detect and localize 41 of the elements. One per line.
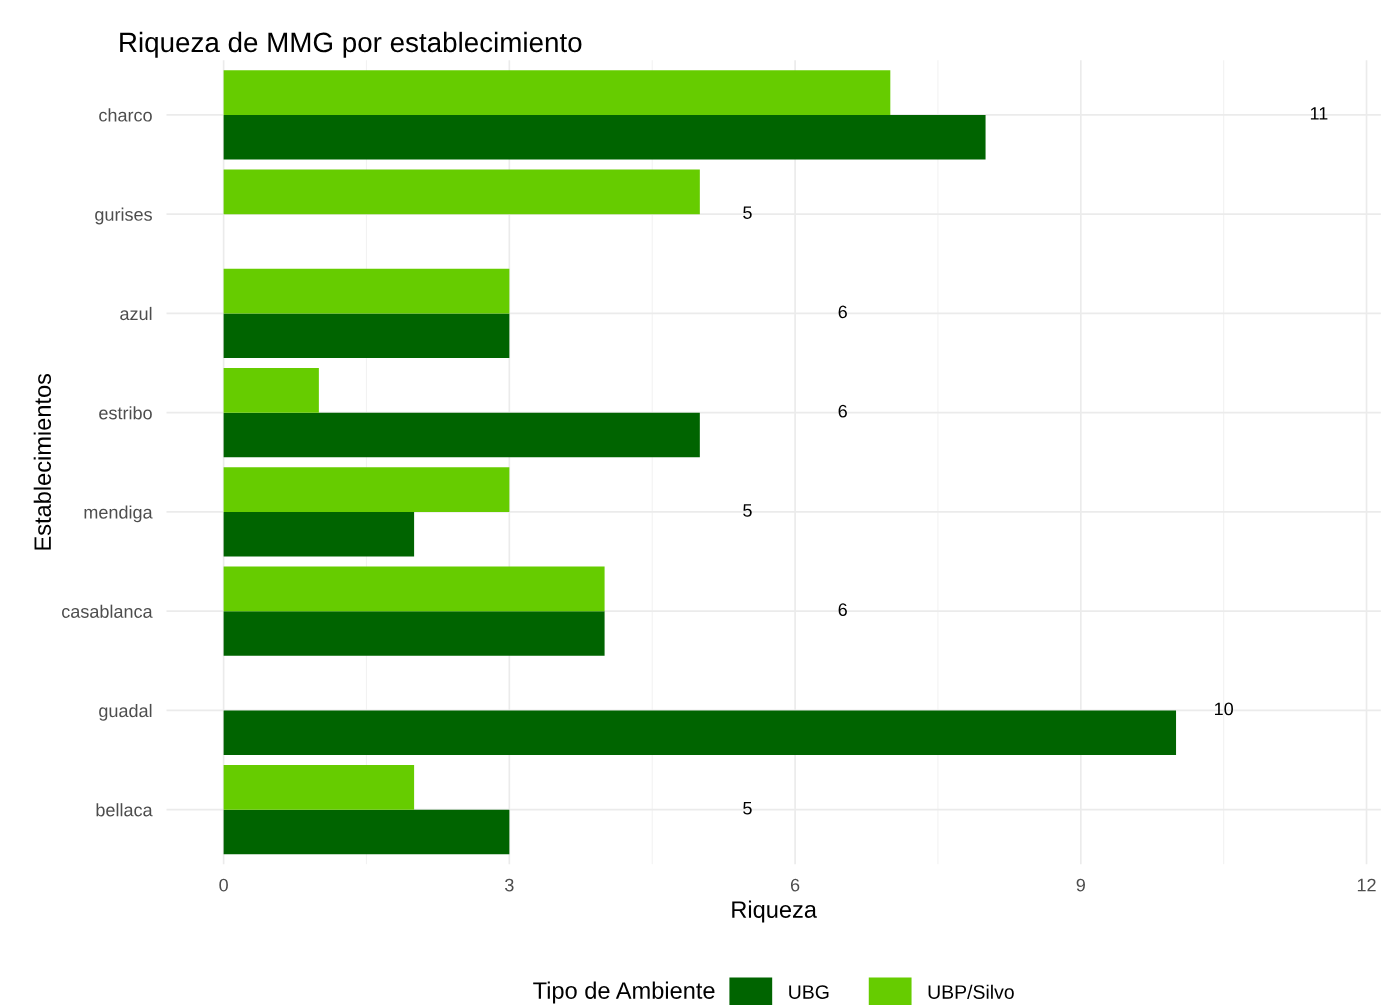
- bar: [223, 566, 605, 612]
- bar: [223, 467, 510, 512]
- bar: [223, 511, 415, 557]
- annotation: 5: [743, 504, 752, 517]
- chart-title: Riqueza de MMG por establecimiento: [120, 31, 582, 58]
- y-tick-label: bellaca: [96, 803, 153, 817]
- annotation: 10: [1215, 702, 1233, 716]
- x-tick-label: 9: [1076, 878, 1085, 892]
- y-tick-label: guadal: [99, 703, 152, 721]
- y-tick-label: casablanca: [62, 604, 153, 618]
- annotation: 6: [838, 603, 847, 617]
- annotation: 6: [838, 404, 847, 418]
- x-tick-label: 6: [790, 878, 800, 892]
- bar: [223, 114, 986, 160]
- y-tick-label: azul: [120, 306, 152, 321]
- bar: [223, 765, 415, 810]
- y-tick-label: gurises: [95, 207, 152, 225]
- annotation: 5: [743, 206, 752, 219]
- annotation: 6: [838, 305, 847, 319]
- x-tick-label: 12: [1357, 878, 1376, 892]
- x-tick-label: 0: [219, 878, 228, 892]
- y-tick-label: mendiga: [84, 505, 153, 523]
- y-tick-label: estribo: [99, 406, 152, 420]
- bar: [223, 169, 700, 215]
- bar: [223, 412, 700, 458]
- bar: [223, 611, 605, 656]
- y-axis-title: Establecimientos: [33, 373, 52, 550]
- bar: [223, 313, 510, 359]
- x-axis-title: Riqueza: [732, 900, 817, 923]
- bar: [223, 809, 510, 855]
- x-tick-label: 3: [505, 878, 514, 892]
- bar: [223, 368, 319, 413]
- annotation: 5: [743, 801, 752, 815]
- bar: [223, 710, 1177, 756]
- annotation: 11: [1310, 107, 1328, 120]
- bar: [223, 268, 510, 314]
- y-tick-label: charco: [99, 108, 152, 122]
- legend-title: Tipo de Ambiente: [533, 981, 715, 1004]
- bar: [223, 70, 891, 115]
- legend-label: UBP/Silvo: [928, 984, 1014, 999]
- legend-label: UBG: [789, 985, 829, 999]
